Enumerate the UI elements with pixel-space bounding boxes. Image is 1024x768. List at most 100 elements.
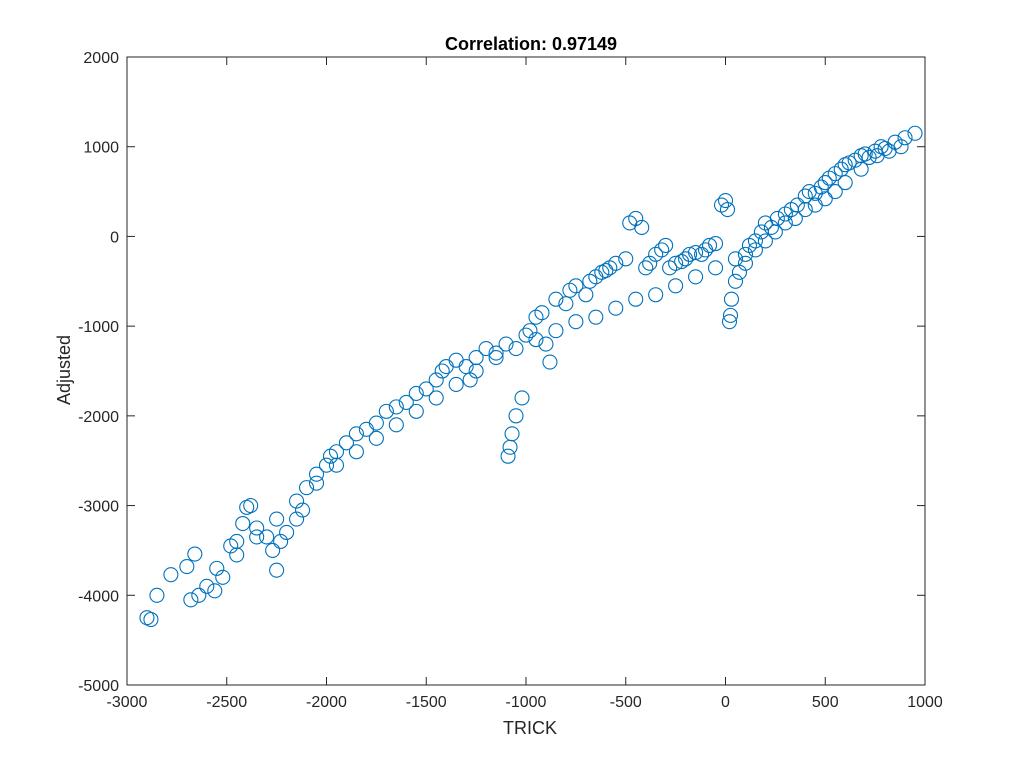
y-tick-label: -2000: [78, 409, 119, 426]
data-point: [598, 262, 614, 279]
y-tick-label: 2000: [83, 50, 119, 67]
data-point: [787, 210, 803, 227]
data-point: [608, 300, 624, 316]
data-point: [853, 161, 869, 177]
data-point: [628, 291, 644, 307]
data-point: [428, 372, 444, 388]
data-point: [308, 466, 325, 482]
data-point: [522, 323, 538, 339]
data-point: [348, 444, 364, 460]
data-point: [861, 149, 877, 166]
data-point: [568, 278, 584, 294]
y-tick-label: -4000: [78, 588, 119, 605]
data-point: [658, 237, 674, 253]
data-point: [229, 547, 245, 563]
data-point: [628, 210, 644, 227]
data-point: [648, 287, 664, 303]
data-point: [269, 511, 285, 527]
x-axis-label: TRICK: [503, 718, 557, 738]
data-point: [763, 219, 779, 236]
data-point: [737, 246, 754, 262]
data-point: [504, 426, 520, 442]
x-tick-label: -1000: [506, 694, 547, 711]
data-point: [508, 408, 524, 424]
data-point: [857, 146, 873, 162]
y-tick-label: 1000: [83, 140, 119, 157]
data-point: [259, 529, 275, 545]
y-axis-label: Adjusted: [54, 335, 74, 405]
data-point: [143, 611, 159, 628]
data-point: [722, 307, 739, 323]
data-point: [338, 435, 355, 451]
x-tick-label: -2500: [206, 694, 247, 711]
data-point: [608, 255, 624, 271]
y-tick-label: -3000: [78, 499, 119, 516]
data-point: [727, 251, 744, 267]
data-point: [694, 246, 710, 262]
data-point: [318, 457, 335, 473]
data-point: [837, 175, 853, 191]
data-point: [807, 185, 823, 201]
data-point: [654, 242, 670, 258]
data-point: [528, 332, 544, 348]
data-point: [542, 354, 558, 370]
data-point: [265, 542, 281, 558]
data-point: [388, 417, 404, 433]
data-point: [269, 562, 285, 578]
data-point: [488, 345, 504, 361]
data-point: [558, 296, 574, 312]
data-point: [468, 363, 484, 379]
data-point: [747, 242, 763, 258]
data-point: [191, 587, 207, 603]
data-point: [388, 399, 404, 415]
data-point: [488, 349, 504, 366]
data-point: [897, 130, 913, 146]
data-point: [534, 305, 550, 321]
data-point: [199, 578, 215, 594]
data-point: [907, 125, 923, 141]
data-point: [682, 246, 698, 262]
data-point: [498, 336, 514, 352]
data-point: [797, 201, 813, 218]
data-point: [721, 314, 738, 330]
x-tick-label: -1500: [406, 694, 447, 711]
data-point: [273, 533, 289, 550]
x-tick-label: -2000: [306, 694, 347, 711]
data-point: [328, 457, 345, 473]
axis-ticks: -3000 -2500 -2000 -1500 -1000 -500 0 500 1000-50…: [78, 50, 943, 711]
data-point: [869, 148, 885, 164]
data-point: [518, 327, 534, 343]
data-point: [747, 233, 763, 249]
data-point: [642, 255, 658, 271]
data-point: [634, 219, 650, 236]
data-point: [295, 502, 311, 518]
data-point: [719, 201, 736, 218]
data-point: [668, 278, 684, 294]
data-point: [500, 448, 516, 464]
data-point: [618, 251, 634, 267]
y-tick-label: -5000: [78, 678, 119, 695]
data-point: [434, 363, 450, 379]
data-point: [183, 592, 199, 608]
data-point: [578, 287, 594, 303]
data-point: [235, 515, 251, 532]
data-point: [688, 245, 704, 261]
data-point: [428, 390, 444, 406]
x-tick-label: 1000: [907, 694, 943, 711]
data-point: [289, 493, 305, 509]
data-point: [243, 498, 259, 514]
data-point: [737, 255, 754, 271]
data-point: [298, 480, 315, 496]
data-point: [538, 336, 554, 352]
data-point: [408, 385, 424, 401]
data-point: [207, 583, 223, 599]
data-point: [209, 560, 225, 576]
data-point: [827, 184, 843, 200]
data-point: [149, 587, 165, 603]
data-point: [279, 524, 295, 541]
data-point: [723, 291, 740, 307]
data-point: [508, 341, 524, 357]
data-point: [548, 323, 564, 339]
x-tick-label: -500: [610, 694, 642, 711]
